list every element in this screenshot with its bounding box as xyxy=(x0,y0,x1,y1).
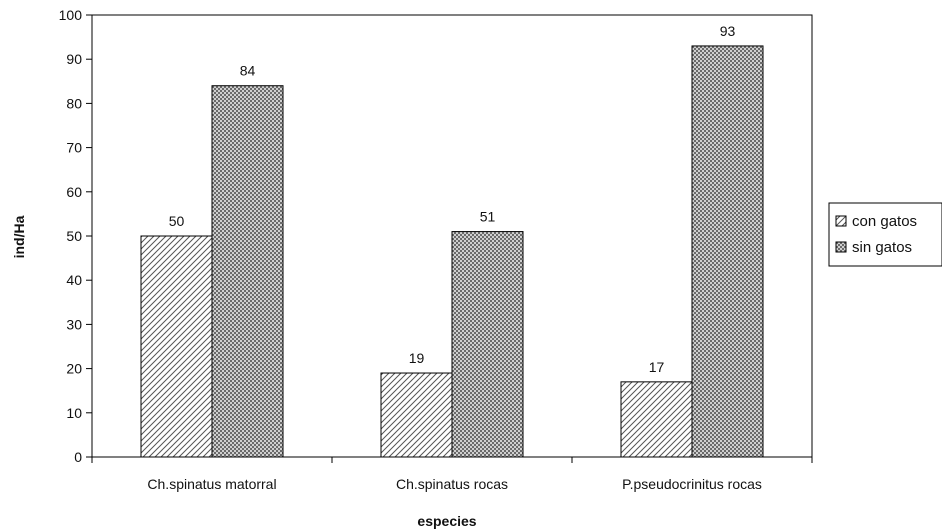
y-tick-label: 40 xyxy=(66,272,82,288)
bar-con-gatos xyxy=(380,372,453,458)
bars xyxy=(140,45,764,458)
data-label: 84 xyxy=(240,63,256,79)
y-tick-label: 60 xyxy=(66,184,82,200)
y-axis-title: ind/Ha xyxy=(11,215,27,258)
x-axis-title: especies xyxy=(417,513,476,529)
y-tick-label: 80 xyxy=(66,95,82,111)
bar-con-gatos xyxy=(620,381,693,458)
legend-swatch xyxy=(835,215,847,227)
x-tick-label: Ch.spinatus rocas xyxy=(396,476,508,492)
bar-con-gatos xyxy=(140,235,213,458)
data-label: 93 xyxy=(720,23,736,39)
legend-box xyxy=(828,202,942,267)
legend-label: sin gatos xyxy=(852,239,912,256)
legend: con gatos sin gatos xyxy=(828,202,942,267)
y-tick-label: 50 xyxy=(66,228,82,244)
y-tick-label: 100 xyxy=(59,7,83,23)
y-tick-label: 0 xyxy=(74,449,82,465)
data-label: 17 xyxy=(649,359,665,375)
legend-swatch xyxy=(835,241,847,253)
y-tick-label: 30 xyxy=(66,316,82,332)
x-tick-label: P.pseudocrinitus rocas xyxy=(622,476,762,492)
legend-label: con gatos xyxy=(852,213,917,230)
x-tick-label: Ch.spinatus matorral xyxy=(147,476,276,492)
data-label: 19 xyxy=(409,350,425,366)
y-tick-label: 20 xyxy=(66,361,82,377)
data-labels: 50 84 19 51 17 93 xyxy=(169,23,736,375)
data-label: 50 xyxy=(169,213,185,229)
y-tick-label: 70 xyxy=(66,140,82,156)
y-tick-label: 90 xyxy=(66,51,82,67)
data-label: 51 xyxy=(480,209,496,225)
axes: 0 10 20 30 40 50 60 70 80 90 100 Ch.spinatus matorr… xyxy=(59,7,813,492)
bar-sin-gatos xyxy=(451,231,524,458)
bar-sin-gatos xyxy=(211,85,284,458)
y-tick-label: 10 xyxy=(66,405,82,421)
bar-sin-gatos xyxy=(691,45,764,458)
